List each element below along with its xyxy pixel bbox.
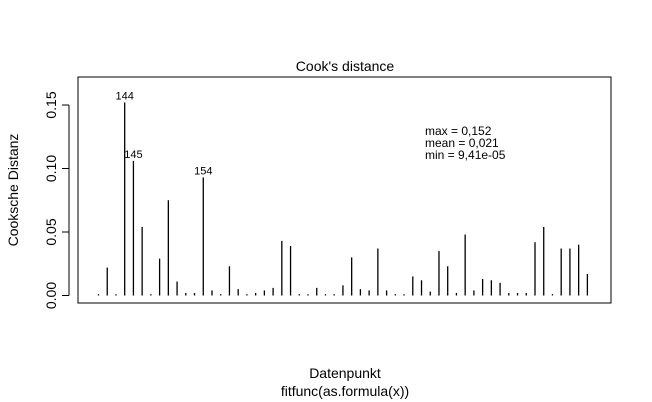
x-axis-label: Datenpunkt (309, 365, 381, 381)
y-tick-label: 0.15 (43, 91, 59, 118)
chart-title: Cook's distance (296, 58, 395, 74)
annotation-min: min = 9,41e-05 (425, 148, 506, 162)
y-tick-label: 0.00 (43, 282, 59, 309)
point-label: 145 (124, 149, 142, 161)
bar-series (97, 102, 589, 296)
annotation-mean: mean = 0,021 (425, 136, 499, 150)
summary-annotations: max = 0,152 mean = 0,021 min = 9,41e-05 (425, 124, 506, 162)
annotation-max: max = 0,152 (425, 124, 492, 138)
point-label: 144 (116, 90, 134, 102)
y-axis: 0.00 0.05 0.10 0.15 (43, 91, 70, 309)
y-tick-label: 0.05 (43, 218, 59, 245)
point-labels: 144 145 154 (116, 90, 213, 177)
x-axis-sublabel: fitfunc(as.formula(x)) (281, 383, 409, 399)
y-axis-label: Cooksche Distanz (5, 134, 21, 247)
y-tick-label: 0.10 (43, 155, 59, 182)
plot-frame (77, 76, 612, 304)
point-label: 154 (194, 165, 212, 177)
